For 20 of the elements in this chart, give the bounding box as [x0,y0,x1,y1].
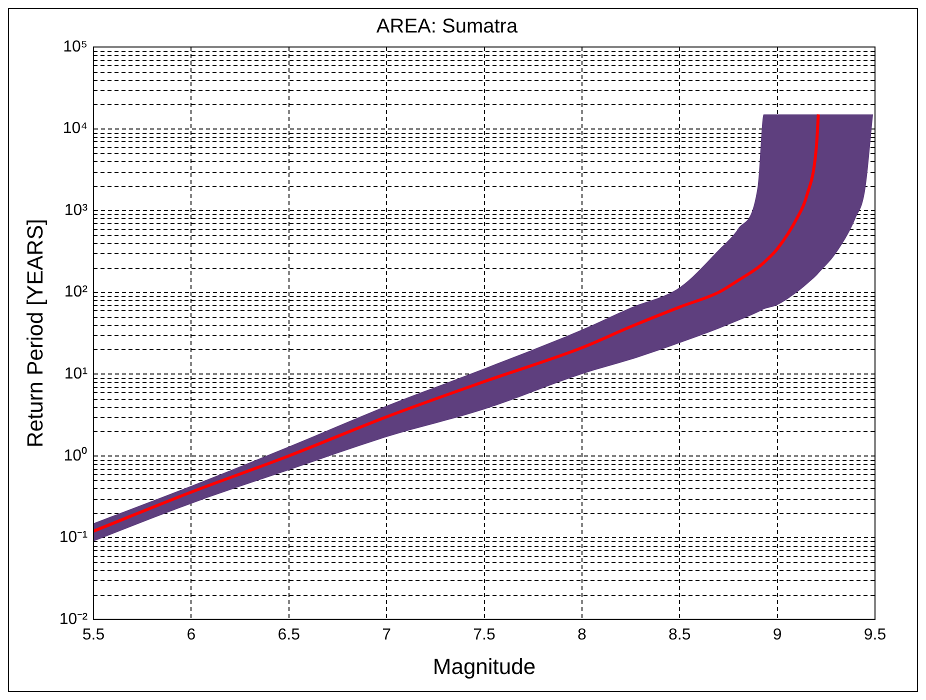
x-tick-label: 9 [772,626,782,644]
x-tick-label: 9.5 [864,626,886,644]
chart-title: AREA: Sumatra [376,16,518,38]
x-tick-label: 8.5 [668,626,691,644]
x-tick-label: 6.5 [278,626,300,644]
y-tick-label: 10¹ [64,365,88,382]
x-tick-label: 8 [577,626,586,644]
y-tick-label: 10⁴ [62,120,88,138]
y-tick-label: 10⁻² [59,610,88,628]
x-tick-label: 7 [382,626,392,644]
y-axis-title: Return Period [YEARS] [22,218,48,448]
y-tick-label: 10⁻¹ [59,529,88,546]
y-tick-label: 10⁵ [63,38,88,56]
x-tick-label: 5.5 [82,626,105,644]
x-tick-label: 6 [186,626,196,644]
x-tick-label: 7.5 [473,626,496,644]
y-tick-label: 10⁰ [64,446,88,464]
y-tick-label: 10² [64,284,88,301]
x-axis-title: Magnitude [432,654,536,679]
y-tick-label: 10³ [64,202,88,219]
